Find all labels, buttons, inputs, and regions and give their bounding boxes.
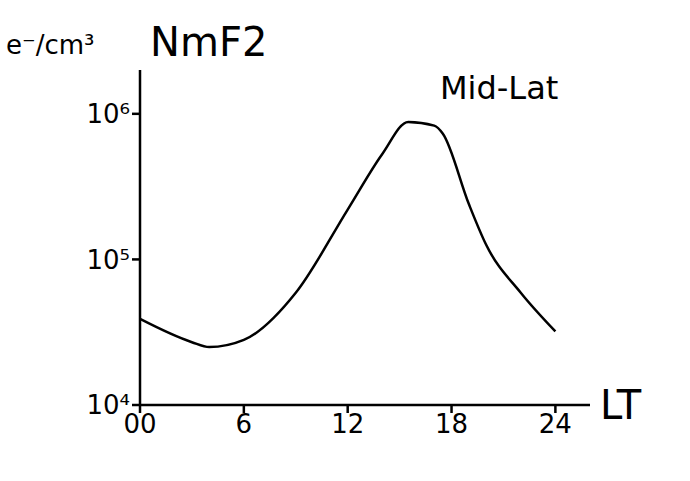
svg-text:6: 6 <box>236 409 253 439</box>
html-text:LT: LT <box>600 382 642 428</box>
html-text:Mid-Lat: Mid-Lat <box>440 69 559 107</box>
svg-text:00: 00 <box>123 409 157 440</box>
svg-text:24: 24 <box>539 409 572 439</box>
svg-text:18: 18 <box>435 409 468 439</box>
svg-text:10⁴: 10⁴ <box>86 390 130 420</box>
html-text:e⁻/cm³: e⁻/cm³ <box>6 30 95 60</box>
svg-text:10⁶: 10⁶ <box>86 99 130 129</box>
svg-text:12: 12 <box>331 409 364 439</box>
svg-text:10⁵: 10⁵ <box>86 245 130 275</box>
html-text:NmF2: NmF2 <box>150 19 268 65</box>
